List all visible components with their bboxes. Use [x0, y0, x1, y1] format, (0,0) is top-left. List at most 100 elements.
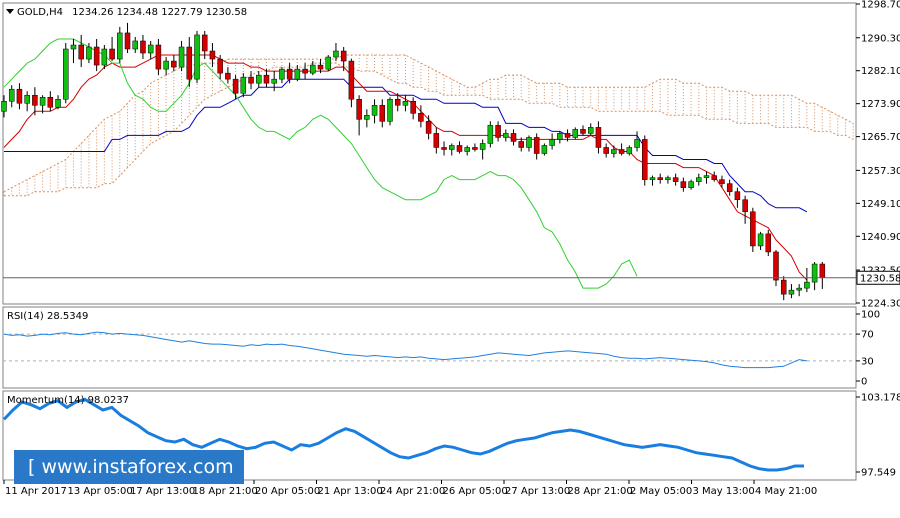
candle — [132, 36, 138, 54]
candle-body — [711, 175, 717, 180]
candle — [449, 143, 455, 156]
candle — [402, 95, 409, 112]
candle-body — [217, 58, 223, 74]
momentum-tick-label: 103.1783 — [861, 393, 900, 404]
senkou-span-a — [3, 54, 854, 193]
x-tick-label: 11 Apr 2017 — [5, 486, 67, 497]
candle — [626, 145, 633, 156]
candle-body — [78, 44, 84, 60]
candle — [472, 143, 478, 152]
symbol-label: GOLD,H4 1234.26 1234.48 1227.79 1230.58 — [17, 7, 247, 18]
y-tick-label: 1224.30 — [861, 299, 900, 310]
y-tick-label: 1240.90 — [861, 232, 900, 243]
candle-body — [510, 133, 517, 142]
candle-body — [194, 34, 200, 80]
x-tick-label: 13 Apr 05:00 — [68, 486, 133, 497]
candle — [665, 175, 671, 184]
candle — [649, 175, 656, 186]
candle — [163, 57, 169, 76]
candle — [773, 249, 779, 287]
candle-body — [302, 68, 308, 74]
x-tick-label: 3 May 13:00 — [693, 486, 755, 497]
candle-body — [672, 177, 679, 182]
momentum-line — [2, 397, 804, 472]
candle — [580, 125, 586, 136]
candle-body — [147, 44, 154, 54]
candle — [479, 139, 486, 160]
momentum-y-axis: 103.1783 97.549 — [856, 393, 900, 479]
x-tick-label: 21 Apr 13:00 — [318, 486, 383, 497]
candle — [55, 95, 61, 110]
candle-body — [140, 40, 146, 54]
candle — [425, 115, 432, 140]
x-tick-label: 20 Apr 05:00 — [255, 486, 320, 497]
candle — [217, 55, 223, 80]
candle — [611, 145, 617, 158]
candle — [294, 65, 301, 82]
candle — [240, 73, 247, 98]
candle-body — [394, 98, 401, 106]
candle — [117, 26, 123, 64]
candle — [171, 55, 177, 72]
candle-body — [533, 137, 540, 154]
candle-body — [101, 48, 108, 66]
x-tick-label: 28 Apr 21:00 — [568, 486, 633, 497]
candle-body — [47, 96, 54, 108]
y-tick-label: 1290.30 — [861, 33, 900, 44]
symbol-arrow-icon — [6, 9, 14, 14]
candle — [418, 105, 424, 128]
y-tick-label: 1282.10 — [861, 66, 900, 77]
candle — [742, 195, 748, 224]
candle-body — [70, 44, 77, 50]
rsi-tick-label: 70 — [861, 330, 874, 341]
candle — [757, 231, 764, 250]
candle — [340, 47, 347, 72]
rsi-tick-label: 100 — [861, 310, 880, 321]
candle — [101, 44, 108, 70]
candle — [286, 63, 293, 84]
candle-body — [209, 50, 216, 60]
candle-body — [804, 281, 810, 289]
candle-body — [587, 127, 594, 134]
candle — [147, 40, 154, 60]
candle-body — [703, 175, 710, 178]
candle-body — [696, 177, 702, 182]
candle — [464, 145, 470, 156]
momentum-tick-label: 97.549 — [861, 468, 896, 479]
candle-body — [780, 279, 787, 295]
candle-body — [256, 74, 262, 84]
candle — [711, 171, 717, 182]
candle — [24, 91, 30, 112]
candle — [348, 59, 355, 108]
candle-body — [503, 133, 509, 138]
candle — [788, 284, 795, 299]
candle-body — [603, 147, 609, 154]
candle — [124, 22, 131, 54]
main-plot-area — [2, 2, 857, 305]
candle — [441, 141, 447, 156]
candle-body — [441, 147, 447, 150]
candle-body — [340, 50, 347, 62]
ohlc-values: 1234.26 1234.48 1227.79 1230.58 — [72, 7, 247, 18]
candle — [804, 268, 810, 293]
candle — [209, 42, 216, 68]
main-y-axis: 1298.70 1290.30 1282.10 1273.90 1265.70 1257.… — [856, 0, 900, 310]
candle-body — [464, 147, 470, 152]
candle — [47, 91, 54, 112]
candle — [549, 133, 555, 150]
candle — [109, 36, 115, 62]
candle-body — [618, 149, 625, 154]
candle-body — [688, 181, 694, 188]
candle-body — [294, 68, 301, 80]
candle — [194, 30, 200, 84]
candle-body — [665, 177, 671, 180]
candle-body — [356, 98, 362, 120]
candle — [634, 131, 640, 152]
candle — [140, 34, 146, 60]
candle — [572, 127, 579, 140]
candle — [371, 99, 378, 124]
candle — [495, 121, 501, 142]
candle — [387, 97, 393, 126]
candle — [603, 143, 609, 158]
candle-body — [155, 44, 162, 70]
